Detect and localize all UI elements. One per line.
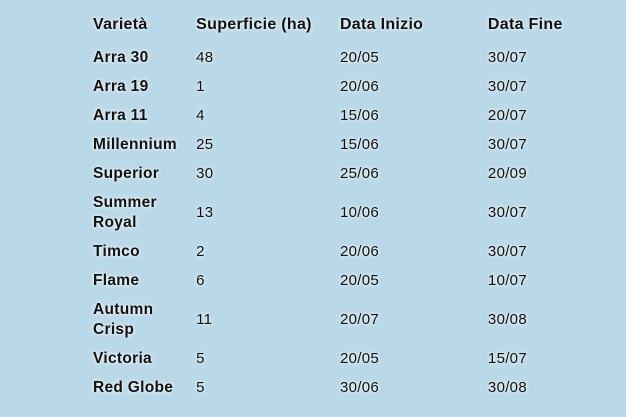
column-header-varieta: Varietà — [93, 16, 148, 33]
cell-superficie: 13 — [196, 204, 214, 221]
cell-data-inizio: 30/06 — [339, 379, 379, 396]
cell-varieta: Arra 30 — [93, 49, 149, 66]
cell-varieta: Millennium — [93, 136, 177, 153]
cell-data-fine: 15/07 — [487, 350, 527, 367]
cell-superficie: 6 — [196, 272, 205, 289]
cell-data-fine: 30/07 — [487, 243, 527, 260]
cell-data-fine: 30/07 — [487, 204, 527, 221]
column-header-data-fine: Data Fine — [487, 16, 563, 33]
cell-varieta: Arra 19 — [93, 78, 149, 95]
cell-data-fine: 30/07 — [487, 78, 527, 95]
table-row: Arra 19 1 20/06 30/07 — [93, 72, 613, 101]
cell-varieta: Arra 11 — [93, 107, 148, 124]
cell-data-fine: 20/07 — [487, 107, 527, 124]
table-row: Arra 11 4 15/06 20/07 — [93, 101, 613, 130]
table-row: Red Globe 5 30/06 30/08 — [93, 373, 613, 402]
table-row: Superior 30 25/06 20/09 — [93, 159, 613, 188]
cell-varieta: Victoria — [93, 350, 152, 367]
cell-data-inizio: 20/05 — [339, 350, 379, 367]
cell-superficie: 1 — [196, 78, 205, 95]
table-row: Millennium 25 15/06 30/07 — [93, 130, 613, 159]
cell-data-inizio: 15/06 — [339, 136, 379, 153]
cell-superficie: 4 — [196, 107, 205, 124]
cell-data-inizio: 10/06 — [339, 204, 379, 221]
cell-superficie: 2 — [196, 243, 205, 260]
cell-superficie: 25 — [196, 136, 214, 153]
cell-data-fine: 30/07 — [487, 49, 527, 66]
cell-data-inizio: 20/06 — [339, 243, 379, 260]
cell-varieta: Flame — [93, 272, 140, 289]
cell-superficie: 48 — [196, 49, 214, 66]
cell-data-fine: 10/07 — [487, 272, 527, 289]
cell-data-inizio: 20/07 — [339, 311, 379, 328]
cell-superficie: 30 — [196, 165, 214, 182]
table-row: Flame 6 20/05 10/07 — [93, 266, 613, 295]
cell-data-fine: 30/07 — [487, 136, 527, 153]
cell-data-inizio: 20/05 — [339, 49, 379, 66]
table-row: Autumn Crisp 11 20/07 30/08 — [93, 295, 613, 344]
column-header-superficie: Superficie (ha) — [196, 16, 312, 33]
cell-superficie: 11 — [196, 311, 213, 328]
cell-varieta: Summer Royal — [93, 194, 157, 231]
cell-data-fine: 30/08 — [487, 311, 527, 328]
column-header-data-inizio: Data Inizio — [339, 16, 424, 33]
cell-varieta: Red Globe — [93, 379, 174, 396]
cell-data-fine: 30/08 — [487, 379, 527, 396]
cell-varieta: Timco — [93, 243, 140, 260]
table-row: Summer Royal 13 10/06 30/07 — [93, 188, 613, 237]
header-row: Varietà Superficie (ha) Data Inizio Data Fi… — [93, 14, 613, 43]
cell-superficie: 5 — [196, 379, 205, 396]
cell-data-fine: 20/09 — [487, 165, 527, 182]
cell-data-inizio: 20/06 — [339, 78, 379, 95]
table-row: Victoria 5 20/05 15/07 — [93, 344, 613, 373]
cell-data-inizio: 25/06 — [339, 165, 379, 182]
table-body: Arra 30 48 20/05 30/07 Arra 19 1 20/06 30/07 Arr… — [93, 43, 613, 402]
harvest-table: Varietà Superficie (ha) Data Inizio Data Fi… — [93, 14, 613, 402]
cell-superficie: 5 — [196, 350, 205, 367]
table-row: Timco 2 20/06 30/07 — [93, 237, 613, 266]
cell-data-inizio: 20/05 — [339, 272, 379, 289]
cell-varieta: Autumn Crisp — [93, 301, 154, 338]
harvest-table-container: Varietà Superficie (ha) Data Inizio Data Fi… — [93, 14, 613, 402]
cell-varieta: Superior — [93, 165, 160, 182]
cell-data-inizio: 15/06 — [339, 107, 379, 124]
table-row: Arra 30 48 20/05 30/07 — [93, 43, 613, 72]
